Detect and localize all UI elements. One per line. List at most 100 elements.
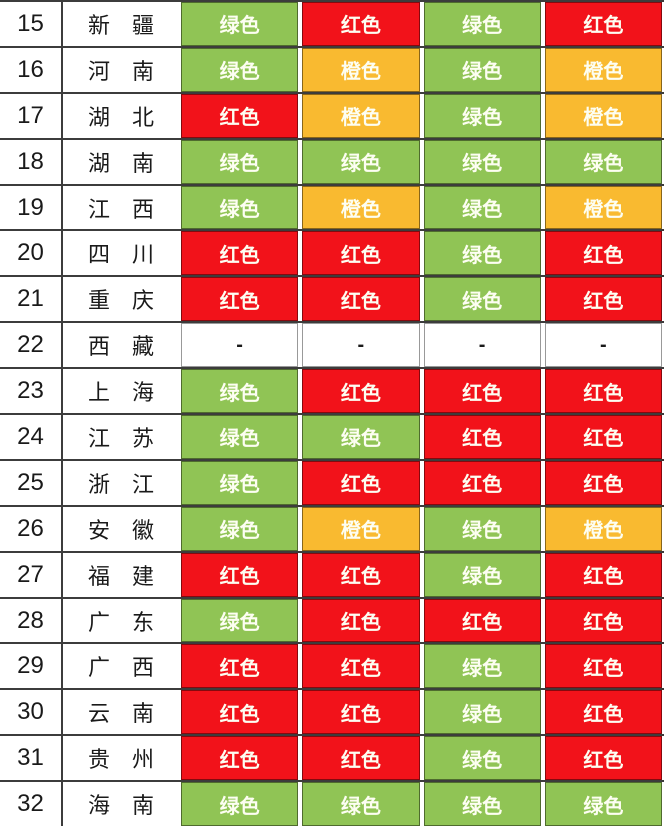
- status-cell: 绿色: [423, 690, 541, 735]
- table-row: 25 浙 江 绿色 红色 红色 红色: [0, 460, 664, 507]
- province-name: 安 徽: [87, 517, 154, 543]
- status-cell: 绿色: [423, 47, 541, 92]
- row-number: 19: [0, 185, 63, 230]
- table-row: 18 湖 南 绿色 绿色 绿色 绿色: [0, 139, 664, 186]
- row-number: 20: [0, 231, 63, 276]
- status-cell: 红色: [302, 598, 420, 643]
- row-number: 32: [0, 782, 63, 826]
- province-name: 新 疆: [87, 12, 154, 38]
- status-cell: 红色: [544, 690, 662, 735]
- status-cell: 红色: [302, 552, 420, 597]
- status-cell: -: [181, 323, 299, 368]
- status-cell: 红色: [302, 2, 420, 46]
- status-cell: 红色: [544, 2, 662, 46]
- status-cell: -: [302, 323, 420, 368]
- table-row: 29 广 西 红色 红色 绿色 红色: [0, 644, 664, 691]
- status-cell: 绿色: [181, 782, 299, 826]
- table-row: 32 海 南 绿色 绿色 绿色 绿色: [0, 782, 664, 826]
- province-name: 贵 州: [87, 747, 154, 773]
- status-cell: 绿色: [181, 415, 299, 459]
- table-row: 20 四 川 红色 红色 绿色 红色: [0, 231, 664, 278]
- row-number: 17: [0, 93, 63, 138]
- table-row: 21 重 庆 红色 红色 绿色 红色: [0, 277, 664, 324]
- status-cell: 红色: [423, 460, 541, 505]
- status-cell: 红色: [302, 690, 420, 735]
- table-row: 27 福 建 红色 红色 绿色 红色: [0, 552, 664, 599]
- status-cell: 绿色: [423, 231, 541, 276]
- row-number: 18: [0, 139, 63, 184]
- province-name: 四 川: [87, 242, 154, 268]
- status-cell: 绿色: [181, 369, 299, 414]
- table-row: 24 江 苏 绿色 绿色 红色 红色: [0, 415, 664, 461]
- table-row: 26 安 徽 绿色 橙色 绿色 橙色: [0, 506, 664, 553]
- status-cell: 绿色: [302, 139, 420, 184]
- status-cell: 绿色: [423, 782, 541, 826]
- status-cell: 绿色: [544, 139, 662, 184]
- status-cell: 红色: [544, 552, 662, 597]
- table-row: 15 新 疆 绿色 红色 绿色 红色: [0, 2, 664, 48]
- status-cell: 绿色: [423, 552, 541, 597]
- status-cell: 红色: [302, 644, 420, 689]
- status-cell: 红色: [302, 277, 420, 322]
- province-name: 海 南: [87, 793, 154, 819]
- status-cell: 绿色: [423, 277, 541, 322]
- status-cell: 绿色: [423, 139, 541, 184]
- status-cell: 绿色: [302, 782, 420, 826]
- status-cell: 红色: [544, 460, 662, 505]
- status-cell: 红色: [544, 644, 662, 689]
- status-cell: 绿色: [423, 736, 541, 781]
- status-cell: 绿色: [181, 460, 299, 505]
- status-cell: 绿色: [181, 185, 299, 230]
- row-number: 15: [0, 2, 63, 46]
- status-cell: 绿色: [181, 139, 299, 184]
- status-cell: 红色: [181, 690, 299, 735]
- status-cell: 红色: [423, 369, 541, 414]
- status-cell: 红色: [302, 369, 420, 414]
- province-name: 西 藏: [87, 334, 154, 360]
- status-cell: 红色: [302, 231, 420, 276]
- row-number: 31: [0, 736, 63, 781]
- status-cell: 红色: [181, 231, 299, 276]
- status-cell: 橙色: [302, 185, 420, 230]
- status-cell: 绿色: [423, 93, 541, 138]
- status-cell: 绿色: [181, 2, 299, 46]
- province-name: 广 东: [87, 609, 154, 635]
- table-row: 17 湖 北 红色 橙色 绿色 橙色: [0, 93, 664, 140]
- table-row: 31 贵 州 红色 红色 绿色 红色: [0, 736, 664, 783]
- row-number: 16: [0, 47, 63, 92]
- status-cell: 橙色: [544, 47, 662, 92]
- province-name: 浙 江: [87, 471, 154, 497]
- province-name: 江 苏: [87, 425, 154, 451]
- status-cell: 橙色: [544, 93, 662, 138]
- province-name: 湖 南: [87, 150, 154, 176]
- status-cell: 红色: [544, 231, 662, 276]
- status-cell: 橙色: [302, 47, 420, 92]
- table-row: 28 广 东 绿色 红色 红色 红色: [0, 598, 664, 645]
- table-row: 22 西 藏 ----: [0, 323, 664, 370]
- status-cell: 红色: [181, 736, 299, 781]
- province-name: 江 西: [87, 196, 154, 222]
- province-name: 湖 北: [87, 104, 154, 130]
- status-cell: 红色: [181, 277, 299, 322]
- row-number: 21: [0, 277, 63, 322]
- status-cell: 橙色: [302, 506, 420, 551]
- status-cell: 红色: [544, 277, 662, 322]
- row-number: 29: [0, 644, 63, 689]
- status-cell: 绿色: [181, 598, 299, 643]
- status-cell: 红色: [302, 736, 420, 781]
- row-number: 24: [0, 415, 63, 459]
- status-cell: 橙色: [302, 93, 420, 138]
- status-cell: 红色: [181, 644, 299, 689]
- row-number: 28: [0, 598, 63, 643]
- status-cell: 绿色: [423, 644, 541, 689]
- status-cell: -: [544, 323, 662, 368]
- status-cell: 绿色: [423, 2, 541, 46]
- status-cell: 红色: [544, 736, 662, 781]
- status-cell: 绿色: [423, 185, 541, 230]
- row-number: 30: [0, 690, 63, 735]
- province-name: 河 南: [87, 58, 154, 84]
- table-row: 23 上 海 绿色 红色 红色 红色: [0, 369, 664, 416]
- province-name: 云 南: [87, 701, 154, 727]
- row-number: 25: [0, 460, 63, 505]
